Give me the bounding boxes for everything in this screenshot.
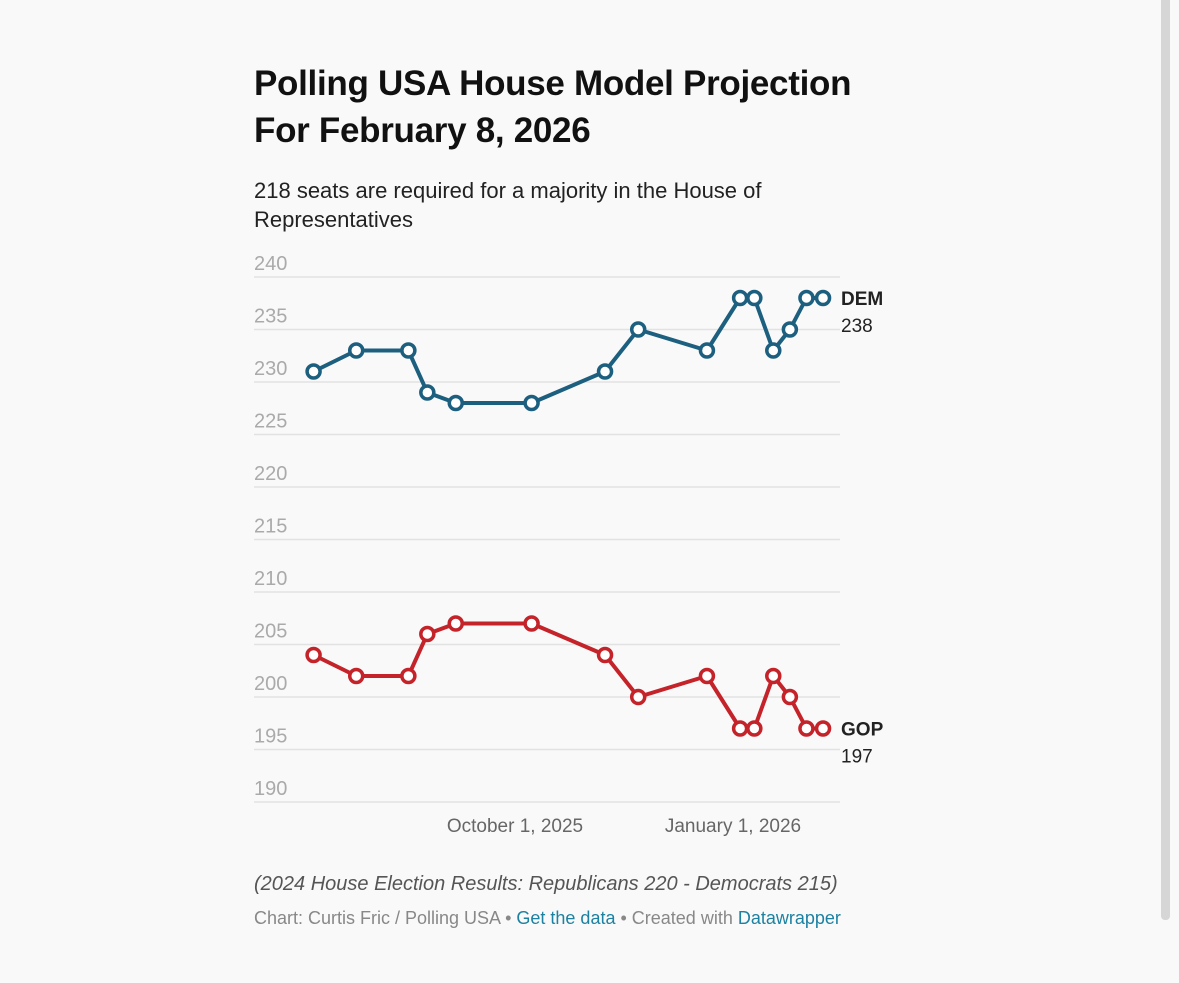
separator: • [615,908,632,928]
chart-header: Polling USA House Model Projection For F… [254,60,894,234]
credit-text: Chart: Curtis Fric / Polling USA [254,908,501,928]
line-chart: 240 235 230 225 220 215 210 205 200 195 190 October… [254,253,884,837]
byline: Chart: Curtis Fric / Polling USA • Get t… [254,908,841,929]
footnote: (2024 House Election Results: Republican… [254,873,838,895]
data-point-dem-4 [447,394,465,412]
data-point-dem-8 [698,342,716,359]
chart-subtitle: 218 seats are required for a majority in… [254,178,762,232]
series-dem [305,289,832,412]
data-point-gop-6 [596,646,614,664]
data-point-gop-3 [419,625,436,643]
created-with-text: Created with [631,908,733,928]
y-tick-label-200: 200 [254,673,287,695]
series-line-dem [312,296,824,405]
y-tick-label-205: 205 [254,621,287,643]
series-value-label-gop: 197 [841,747,873,768]
series-label-gop: GOP [841,720,884,741]
y-tick-label-220: 220 [254,463,287,485]
data-point-gop-14 [814,720,832,737]
chart-title: Polling USA House Model Projection For F… [254,60,894,154]
data-point-gop-4 [447,615,465,632]
vertical-scrollbar[interactable] [1161,0,1170,920]
data-point-dem-10 [746,289,763,307]
y-tick-label-190: 190 [254,778,287,800]
data-point-dem-1 [347,342,365,359]
y-tick-label-230: 230 [254,358,287,380]
series-value-label-dem: 238 [841,316,873,337]
datawrapper-link[interactable]: Datawrapper [737,908,841,928]
data-point-dem-13 [798,289,815,307]
separator: • [500,908,517,928]
y-tick-label-240: 240 [254,253,287,275]
data-point-dem-7 [629,321,647,338]
data-point-dem-5 [523,394,540,412]
data-point-dem-6 [596,363,614,380]
title-line-2: For February 8, 2026 [254,111,591,150]
y-tick-label-225: 225 [254,411,287,433]
y-tick-label-235: 235 [254,306,287,328]
data-point-gop-8 [698,667,716,685]
data-point-gop-10 [746,720,763,737]
title-line-1: Polling USA House Model Projection [254,64,852,103]
data-point-gop-7 [629,688,647,706]
x-tick-label-1: January 1, 2026 [665,816,801,837]
data-point-dem-9 [731,289,749,307]
data-point-gop-11 [765,667,782,685]
y-tick-label-195: 195 [254,726,287,748]
data-point-gop-1 [347,667,365,685]
data-point-dem-0 [305,363,322,380]
series-line-gop [312,621,824,731]
data-point-gop-5 [523,615,540,632]
data-point-gop-13 [798,720,815,737]
y-tick-label-210: 210 [254,568,287,590]
data-point-dem-3 [419,384,436,401]
get-data-link[interactable]: Get the data [516,908,616,928]
data-point-dem-12 [781,321,799,338]
y-tick-label-215: 215 [254,516,287,538]
series-gop [305,615,832,737]
data-point-dem-2 [400,342,417,359]
data-point-dem-11 [765,342,782,359]
x-tick-label-0: October 1, 2025 [447,816,583,837]
data-point-dem-14 [814,289,832,307]
series-label-dem: DEM [841,289,883,310]
data-point-gop-9 [731,720,749,737]
data-point-gop-12 [781,688,799,706]
data-point-gop-0 [305,646,322,664]
data-point-gop-2 [400,667,417,685]
